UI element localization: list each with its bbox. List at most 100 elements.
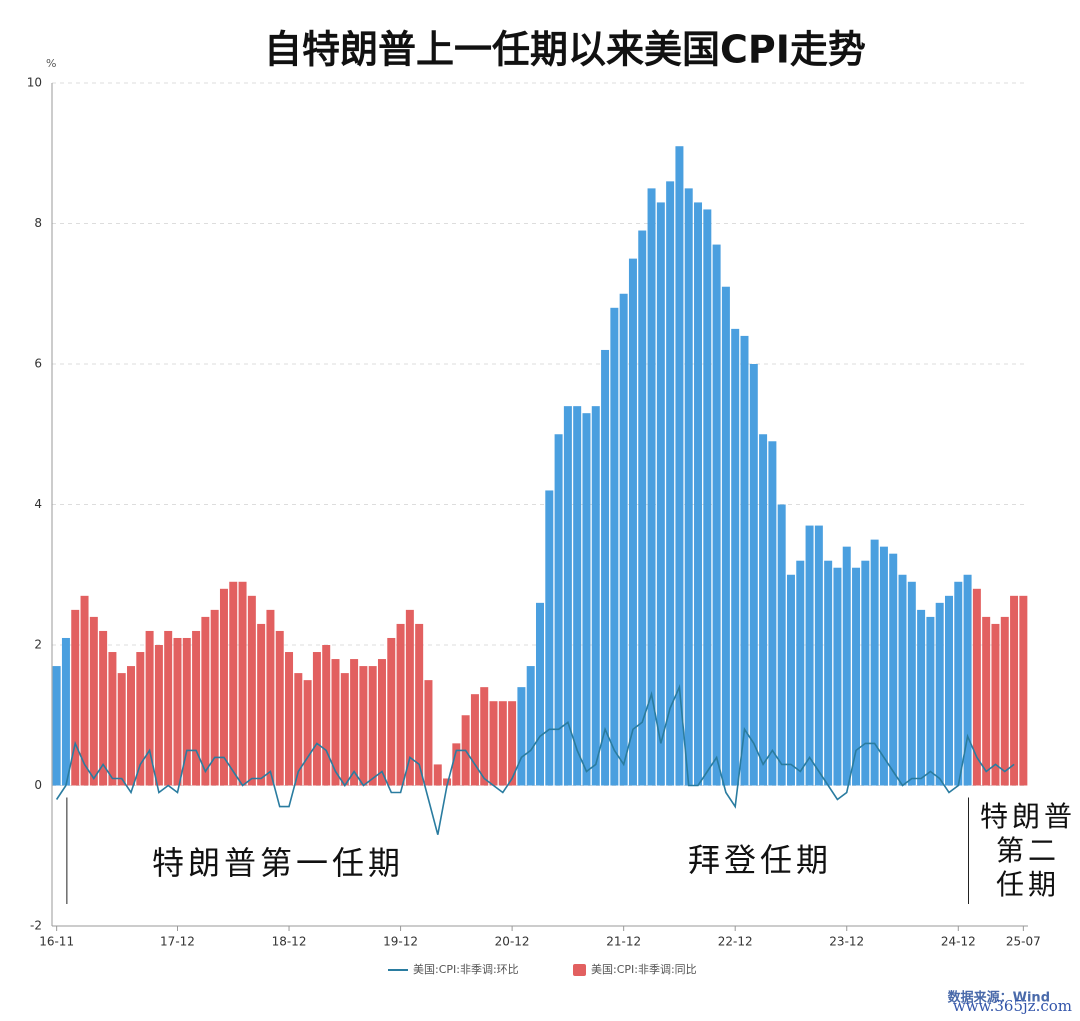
bar: [387, 637, 396, 786]
bar: [842, 546, 851, 786]
bar: [508, 701, 517, 786]
bar: [749, 364, 758, 786]
bar: [610, 307, 619, 786]
bar: [117, 673, 126, 786]
period-label: 任期: [996, 868, 1060, 901]
bar: [786, 574, 795, 786]
bar: [498, 701, 507, 786]
x-tick-label: 19-12: [383, 935, 418, 949]
bar: [1000, 616, 1009, 786]
y-unit: %: [46, 57, 56, 70]
bar: [991, 623, 1000, 786]
bar: [870, 539, 879, 786]
bar: [340, 673, 349, 786]
bar: [238, 581, 247, 786]
bar: [963, 574, 972, 786]
bar: [127, 666, 136, 786]
bar: [684, 188, 693, 786]
bar: [898, 574, 907, 786]
bar: [145, 630, 154, 786]
bar: [666, 181, 675, 786]
bar: [545, 490, 554, 786]
period-label: 第二: [996, 834, 1060, 867]
bar: [759, 434, 768, 786]
line: [55, 683, 1015, 835]
bar: [229, 581, 238, 786]
x-tick-label: 25-07: [1006, 935, 1041, 949]
bar: [415, 623, 424, 786]
bar: [247, 595, 256, 786]
y-tick-label: 4: [34, 497, 42, 511]
bar: [312, 652, 321, 786]
bar: [944, 595, 953, 786]
legend-label: 美国:CPI:非季调:环比: [413, 963, 519, 976]
bar: [554, 434, 563, 786]
bar: [210, 609, 219, 786]
bar: [824, 560, 833, 786]
bar: [80, 595, 89, 786]
bar: [879, 546, 888, 786]
bar: [108, 652, 117, 786]
bar: [805, 525, 814, 786]
x-tick-label: 17-12: [160, 935, 195, 949]
bar: [917, 609, 926, 786]
bar: [154, 645, 163, 786]
y-tick-label: 8: [34, 216, 42, 230]
y-tick-label: 10: [27, 76, 42, 90]
bar: [740, 335, 749, 786]
bar: [796, 560, 805, 786]
bar: [285, 652, 294, 786]
bar: [982, 616, 991, 786]
period-label: 特朗普第一任期: [152, 844, 404, 882]
bar: [192, 630, 201, 786]
bar: [935, 602, 944, 786]
source: 数据来源：Wind: [948, 990, 1050, 1006]
bar: [359, 666, 368, 786]
bar: [201, 616, 210, 786]
bar: [861, 560, 870, 786]
bar: [452, 743, 461, 786]
bar: [303, 680, 312, 786]
bar: [1019, 595, 1028, 786]
bar: [656, 202, 665, 786]
bar: [89, 616, 98, 786]
bar: [71, 609, 80, 786]
bar: [405, 609, 414, 786]
bar: [573, 406, 582, 786]
bar: [536, 602, 544, 786]
bar: [563, 406, 572, 786]
x-tick-label: 18-12: [272, 935, 307, 949]
bar: [489, 701, 498, 786]
y-tick-label: 6: [34, 357, 42, 371]
bar: [731, 328, 740, 786]
bar: [675, 146, 684, 786]
bar: [712, 244, 721, 786]
legend-swatch: [573, 964, 586, 976]
bar: [470, 694, 479, 786]
watermark: www.365jz.com: [953, 997, 1072, 1015]
x-tick-label: 21-12: [606, 935, 641, 949]
bar: [266, 609, 275, 786]
bar: [628, 258, 637, 786]
bar: [322, 645, 331, 786]
bar: [294, 673, 303, 786]
bar: [526, 666, 535, 786]
bar: [972, 588, 981, 786]
bar: [52, 666, 61, 786]
bar: [591, 406, 600, 786]
bar: [889, 553, 898, 786]
period-label: 特朗普: [980, 800, 1076, 833]
y-tick-label: 0: [34, 778, 42, 792]
bar: [433, 764, 442, 786]
bar: [601, 349, 610, 786]
bar: [480, 687, 489, 786]
bar: [907, 581, 916, 786]
bar: [61, 637, 70, 786]
bar: [136, 652, 145, 786]
bar: [619, 293, 628, 786]
bar: [164, 630, 173, 786]
bar: [275, 630, 284, 786]
bar: [833, 567, 842, 786]
bar: [721, 286, 730, 786]
y-tick-label: -2: [30, 919, 42, 933]
